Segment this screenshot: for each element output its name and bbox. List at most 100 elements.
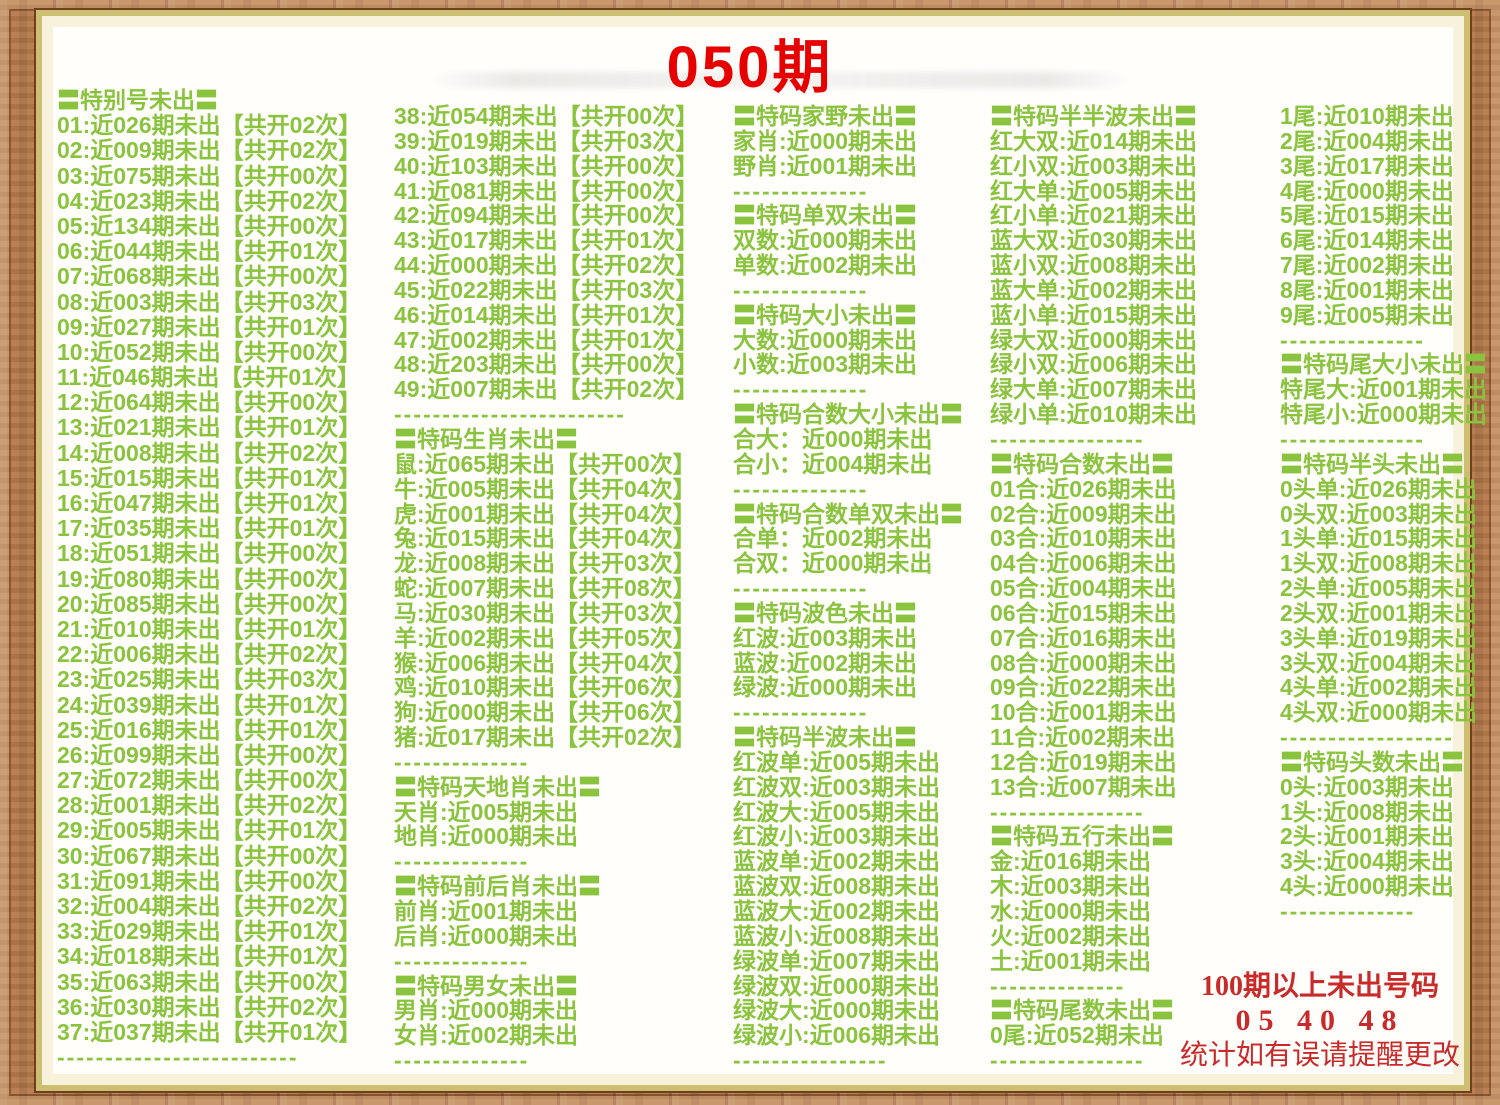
stat-line: 蓝大双:近030期未出 <box>990 227 1198 254</box>
stat-line: 17:近035期未出【共开01次】 <box>57 515 362 542</box>
stat-line: 10合:近001期未出 <box>990 699 1177 726</box>
stat-line: 特尾小:近000期未出 <box>1280 401 1488 428</box>
stat-line: 0头单:近026期未出 <box>1280 475 1477 502</box>
stat-line: 蓝波小:近008期未出 <box>733 922 941 949</box>
stat-line: 火:近002期未出 <box>990 922 1152 949</box>
divider-line: ------------------------- <box>57 1044 299 1071</box>
stat-line: 8尾:近001期未出 <box>1280 276 1454 303</box>
stat-line: 3尾:近017期未出 <box>1280 152 1454 179</box>
stat-line: 15:近015期未出【共开01次】 <box>57 464 362 491</box>
divider-line: ------------------------ <box>394 401 626 428</box>
divider-line: -------------- <box>733 276 869 303</box>
stat-line: 1头单:近015期未出 <box>1280 525 1477 552</box>
section-header: 〓特码合数未出〓 <box>990 450 1174 477</box>
stat-line: 蓝波大:近002期未出 <box>733 898 941 924</box>
column-banbanbo-heshu-wuxing-weishu: 〓特码半半波未出〓 红大双:近014期未出 红小双:近003期未出 红大单:近005期… <box>990 104 1270 1073</box>
stat-line: 蓝大单:近002期未出 <box>990 276 1198 303</box>
section-header: 〓特码波色未出〓 <box>733 599 917 626</box>
stat-line: 33:近029期未出【共开01次】 <box>57 918 362 945</box>
column-jiaye-danshuang-daxiao-bose: 〓特码家野未出〓 家肖:近000期未出 野肖:近001期未出 ------------… <box>733 104 1018 1073</box>
stat-line: 2头单:近005期未出 <box>1280 575 1477 602</box>
divider-line: -------------- <box>1280 898 1416 924</box>
stat-line: 双数:近000期未出 <box>733 227 918 254</box>
stat-line: 特尾大:近001期未出 <box>1280 376 1488 403</box>
stat-line: 红波大:近005期未出 <box>733 798 941 825</box>
stat-line: 鸡:近010期未出【共开06次】 <box>394 674 696 701</box>
section-header: 〓特码半波未出〓 <box>733 724 917 751</box>
divider-line: -------------- <box>394 947 530 974</box>
column-special-numbers-38-49-zodiac: 38:近054期未出【共开00次】 39:近019期未出【共开03次】 40:近10… <box>394 104 729 1073</box>
stat-line: 马:近030期未出【共开03次】 <box>394 599 696 626</box>
stat-line: 21:近010期未出【共开01次】 <box>57 615 362 642</box>
divider-line: -------------- <box>733 177 869 204</box>
stat-line: 地肖:近000期未出 <box>394 823 579 850</box>
section-header: 〓特码单双未出〓 <box>733 202 917 229</box>
divider-line: ---------------- <box>733 1047 888 1074</box>
stat-line: 32:近004期未出【共开02次】 <box>57 893 362 919</box>
stat-line: 05合:近004期未出 <box>990 575 1177 602</box>
stat-line: 土:近001期未出 <box>990 947 1152 974</box>
stat-line: 绿小双:近006期未出 <box>990 351 1198 378</box>
stat-line: 4头双:近000期未出 <box>1280 699 1477 726</box>
section-header: 〓特码男女未出〓 <box>394 972 578 999</box>
stat-line: 24:近039期未出【共开01次】 <box>57 691 362 718</box>
stat-line: 26:近099期未出【共开00次】 <box>57 741 362 768</box>
stat-line: 43:近017期未出【共开01次】 <box>394 227 699 254</box>
stat-line: 12合:近019期未出 <box>990 748 1177 775</box>
stat-line: 25:近016期未出【共开01次】 <box>57 716 362 743</box>
stat-line: 4头单:近002期未出 <box>1280 674 1477 701</box>
stat-line: 0头:近003期未出 <box>1280 773 1454 800</box>
period-title: 050期 <box>666 35 834 100</box>
stat-line: 鼠:近065期未出【共开00次】 <box>394 450 696 477</box>
stat-line: 38:近054期未出【共开00次】 <box>394 103 699 129</box>
stat-line: 绿波单:近007期未出 <box>733 947 941 974</box>
stat-line: 单数:近002期未出 <box>733 252 918 279</box>
stat-line: 45:近022期未出【共开03次】 <box>394 276 699 303</box>
divider-line: ------------------ <box>1280 724 1454 751</box>
stat-line: 35:近063期未出【共开00次】 <box>57 968 362 995</box>
stat-line: 08:近003期未出【共开03次】 <box>57 288 362 315</box>
stat-line: 0尾:近052期未出 <box>990 1022 1164 1049</box>
divider-line: -------------- <box>733 699 869 726</box>
stat-line: 合小：近004期未出 <box>733 450 933 477</box>
divider-line: -------------- <box>733 575 869 602</box>
stat-line: 1尾:近010期未出 <box>1280 103 1454 129</box>
stat-line: 02合:近009期未出 <box>990 500 1177 527</box>
stat-line: 兔:近015期未出【共开04次】 <box>394 525 696 552</box>
divider-line: --------------- <box>1280 425 1425 452</box>
stat-line: 22:近006期未出【共开02次】 <box>57 641 362 668</box>
stat-line: 6尾:近014期未出 <box>1280 227 1454 254</box>
stat-line: 4尾:近000期未出 <box>1280 177 1454 204</box>
stat-line: 绿小单:近010期未出 <box>990 401 1198 428</box>
stat-line: 红波单:近005期未出 <box>733 748 941 775</box>
stat-line: 龙:近008期未出【共开03次】 <box>394 550 696 577</box>
stat-line: 30:近067期未出【共开00次】 <box>57 842 362 869</box>
stat-line: 28:近001期未出【共开02次】 <box>57 792 362 819</box>
stat-line: 合大：近000期未出 <box>733 425 933 452</box>
stat-line: 34:近018期未出【共开01次】 <box>57 943 362 970</box>
stat-line: 5尾:近015期未出 <box>1280 202 1454 229</box>
stat-line: 47:近002期未出【共开01次】 <box>394 326 699 353</box>
stat-line: 05:近134期未出【共开00次】 <box>57 212 362 239</box>
stat-line: 红小双:近003期未出 <box>990 152 1198 179</box>
stat-line: 羊:近002期未出【共开05次】 <box>394 624 696 651</box>
divider-line: -------------- <box>733 475 869 502</box>
stat-line: 16:近047期未出【共开01次】 <box>57 490 362 516</box>
stat-line: 44:近000期未出【共开02次】 <box>394 252 699 279</box>
stat-line: 1头双:近008期未出 <box>1280 550 1477 577</box>
stat-line: 男肖:近000期未出 <box>394 997 579 1024</box>
stat-line: 虎:近001期未出【共开04次】 <box>394 500 696 527</box>
stat-line: 3头单:近019期未出 <box>1280 624 1477 651</box>
section-header: 〓特码合数大小未出〓 <box>733 401 963 428</box>
section-header: 〓特别号未出〓 <box>57 87 218 113</box>
stat-line: 46:近014期未出【共开01次】 <box>394 301 699 328</box>
stat-line: 1头:近008期未出 <box>1280 798 1454 825</box>
watermark-smudge <box>430 72 1130 88</box>
stat-line: 红小单:近021期未出 <box>990 202 1198 229</box>
stat-line: 猴:近006期未出【共开04次】 <box>394 649 696 676</box>
stat-line: 48:近203期未出【共开00次】 <box>394 351 699 378</box>
stat-line: 大数:近000期未出 <box>733 326 918 353</box>
stat-line: 07合:近016期未出 <box>990 624 1177 651</box>
stat-line: 03合:近010期未出 <box>990 525 1177 552</box>
